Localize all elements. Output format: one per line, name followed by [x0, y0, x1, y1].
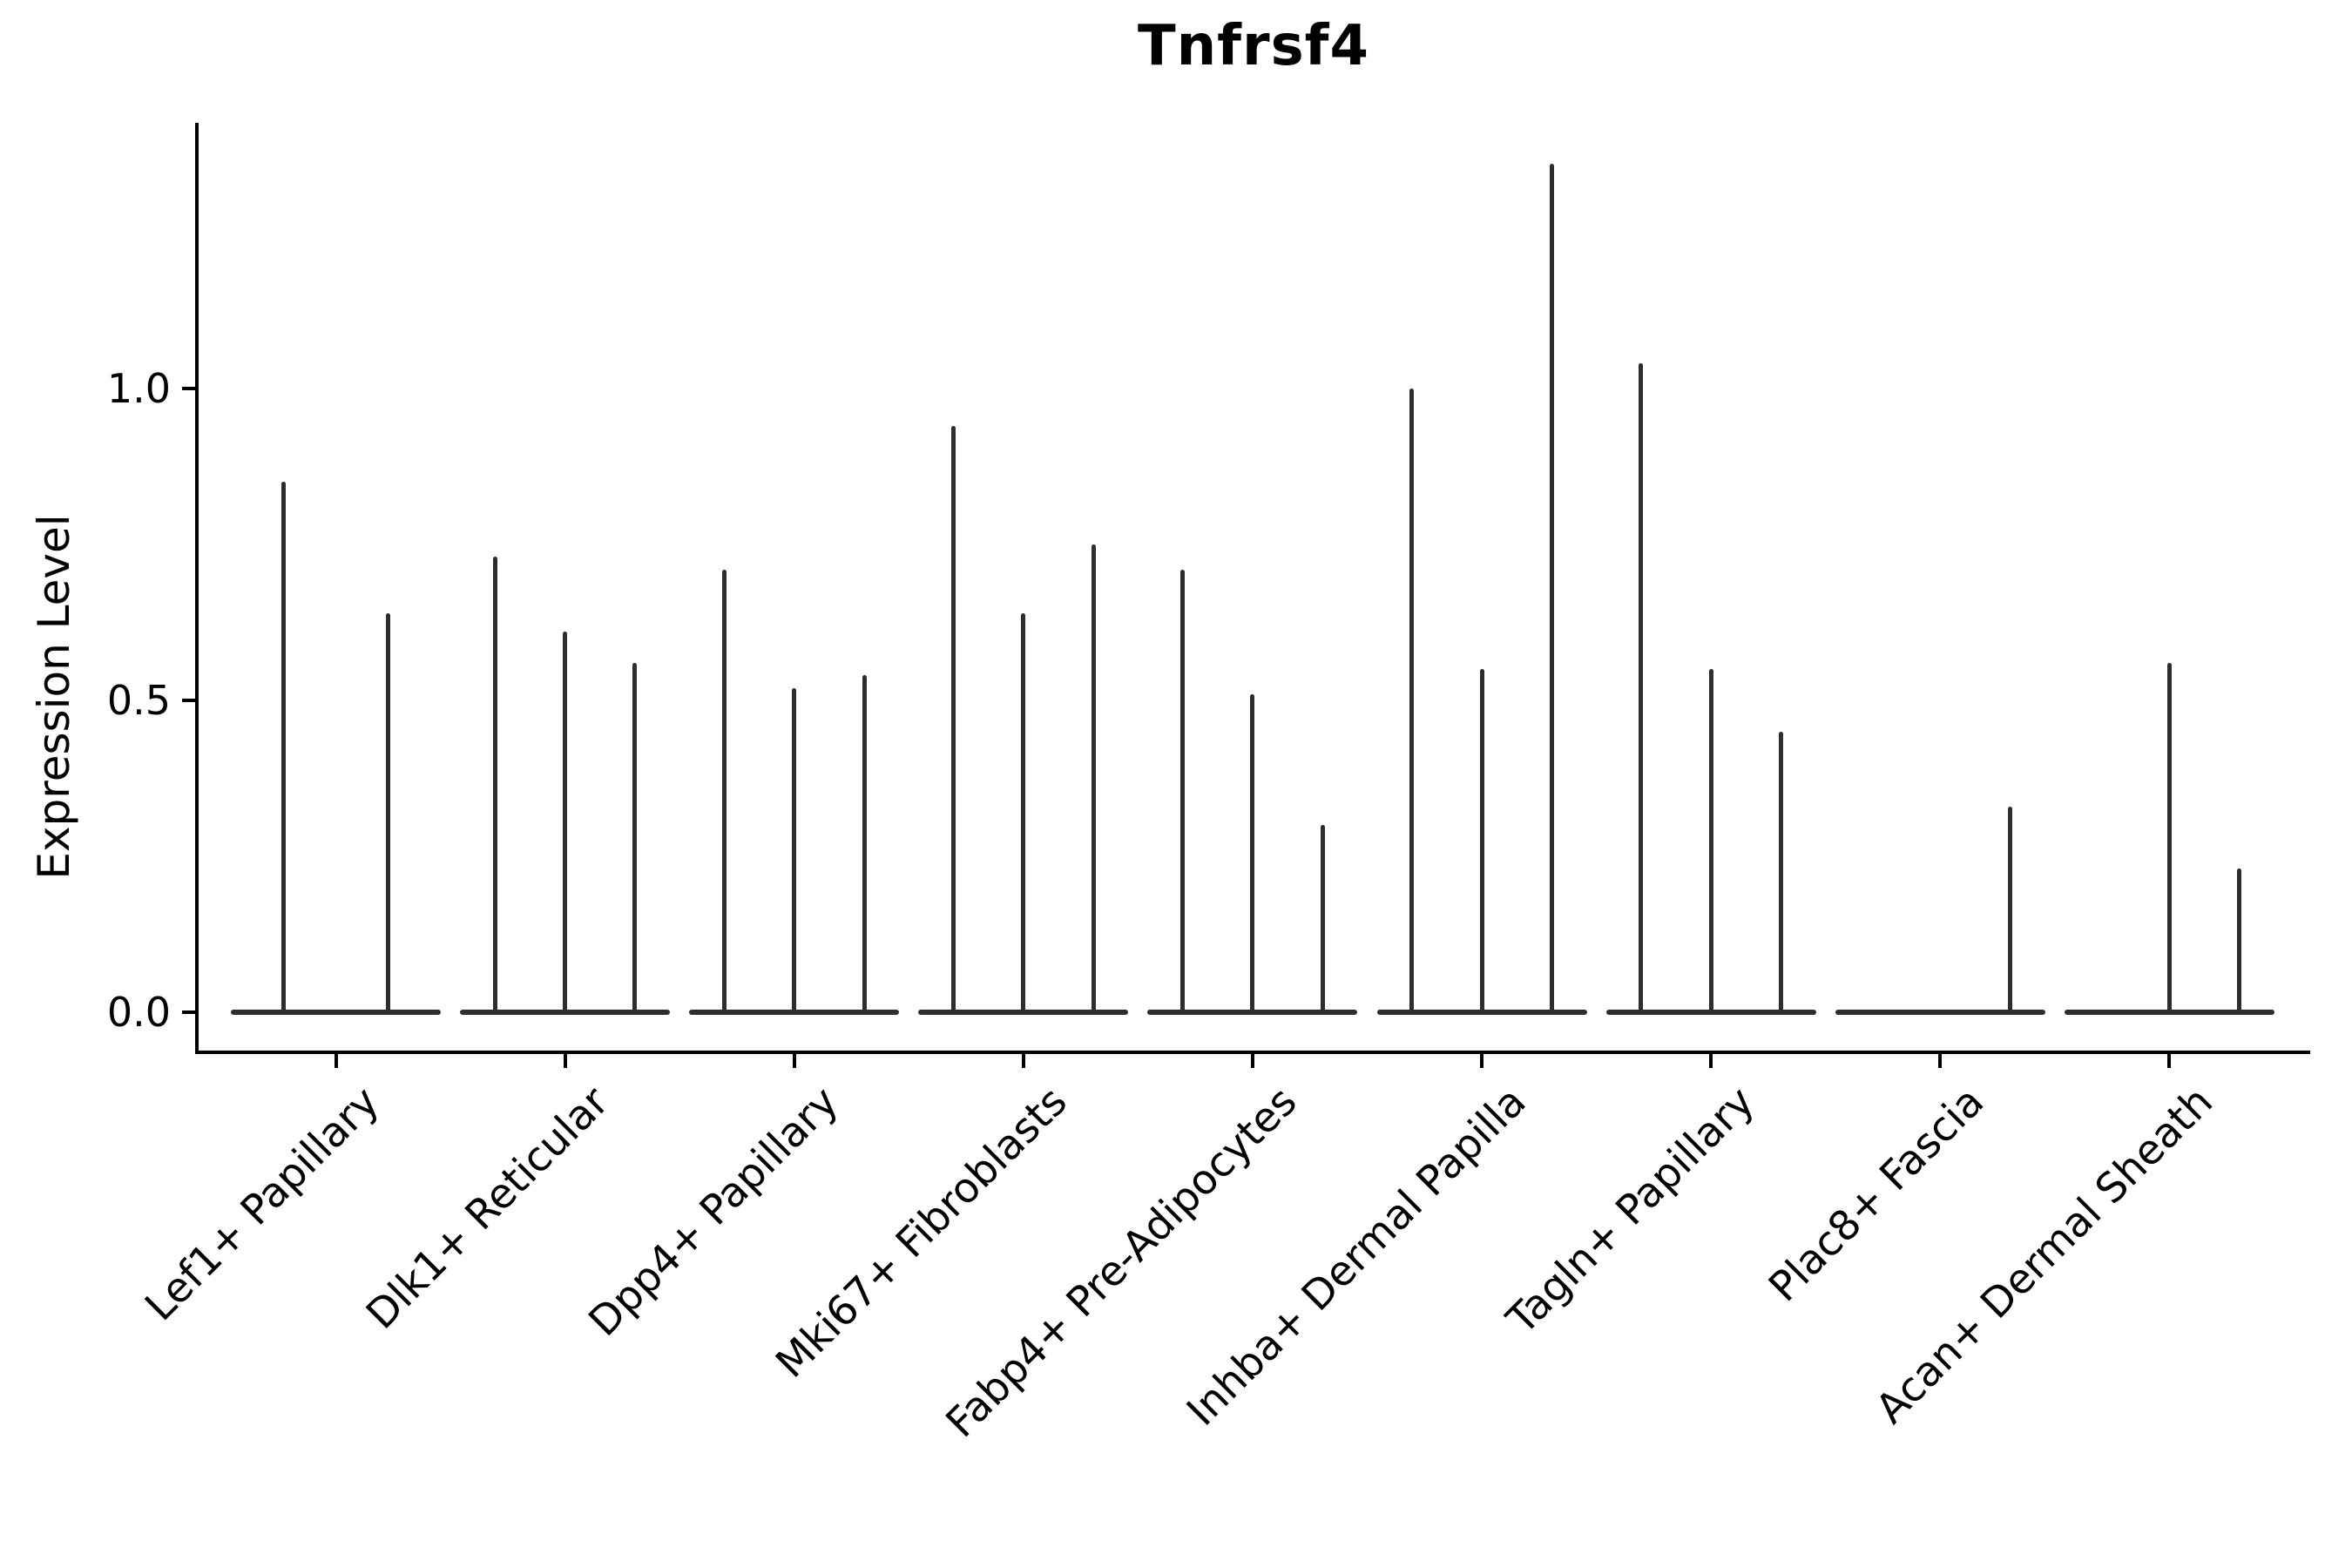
y-axis-spine: [195, 123, 199, 1054]
y-tick-label: 1.0: [106, 365, 171, 412]
violin-spike: [1549, 164, 1554, 1015]
violin-spike: [492, 557, 497, 1015]
violin-spike: [721, 569, 727, 1015]
violin-spike: [1091, 544, 1096, 1015]
violin-spike: [280, 482, 286, 1015]
violin-baseline: [1835, 1010, 2045, 1015]
violin-spike: [2166, 663, 2172, 1015]
x-tick: [1709, 1052, 1713, 1068]
violin-spike: [1409, 389, 1415, 1015]
violin-spike: [1320, 825, 1325, 1015]
x-tick-label: Tagln+ Papillary: [1497, 1078, 1765, 1344]
violin-spike: [632, 663, 638, 1015]
x-tick: [1021, 1052, 1025, 1068]
x-tick-label: Plac8+ Fascia: [1760, 1078, 1994, 1312]
violin-spike: [1180, 569, 1186, 1015]
x-tick: [1938, 1052, 1943, 1068]
x-tick-label: Dpp4+ Papillary: [579, 1078, 848, 1346]
x-tick: [563, 1052, 567, 1068]
violin-baseline: [231, 1010, 441, 1015]
violin-spike: [862, 675, 867, 1015]
violin-spike: [792, 687, 797, 1015]
y-tick-label: 0.5: [106, 677, 171, 724]
violin-spike: [1250, 693, 1255, 1015]
violin-spike: [1021, 612, 1026, 1015]
violin-spike: [2237, 868, 2242, 1015]
x-tick: [1250, 1052, 1254, 1068]
violin-spike: [950, 425, 956, 1015]
violin-spike: [1708, 669, 1713, 1015]
x-tick: [334, 1052, 338, 1068]
y-tick: [182, 699, 195, 702]
chart-title: Tnfrsf4: [1137, 14, 1370, 78]
x-tick-label: Dlk1+ Reticular: [357, 1078, 618, 1339]
x-tick-label: Lef1+ Papillary: [136, 1078, 389, 1331]
x-tick: [792, 1052, 796, 1068]
violin-spike: [1778, 731, 1783, 1015]
y-tick: [182, 387, 195, 390]
violin-spike: [563, 632, 568, 1015]
violin-spike: [1639, 363, 1644, 1015]
violin-spike: [386, 612, 391, 1015]
y-tick-label: 0.0: [106, 989, 171, 1036]
violin-spike: [1479, 669, 1484, 1015]
x-tick: [1480, 1052, 1484, 1068]
violin-spike: [2008, 806, 2013, 1015]
y-tick: [182, 1010, 195, 1014]
x-tick: [2167, 1052, 2172, 1068]
